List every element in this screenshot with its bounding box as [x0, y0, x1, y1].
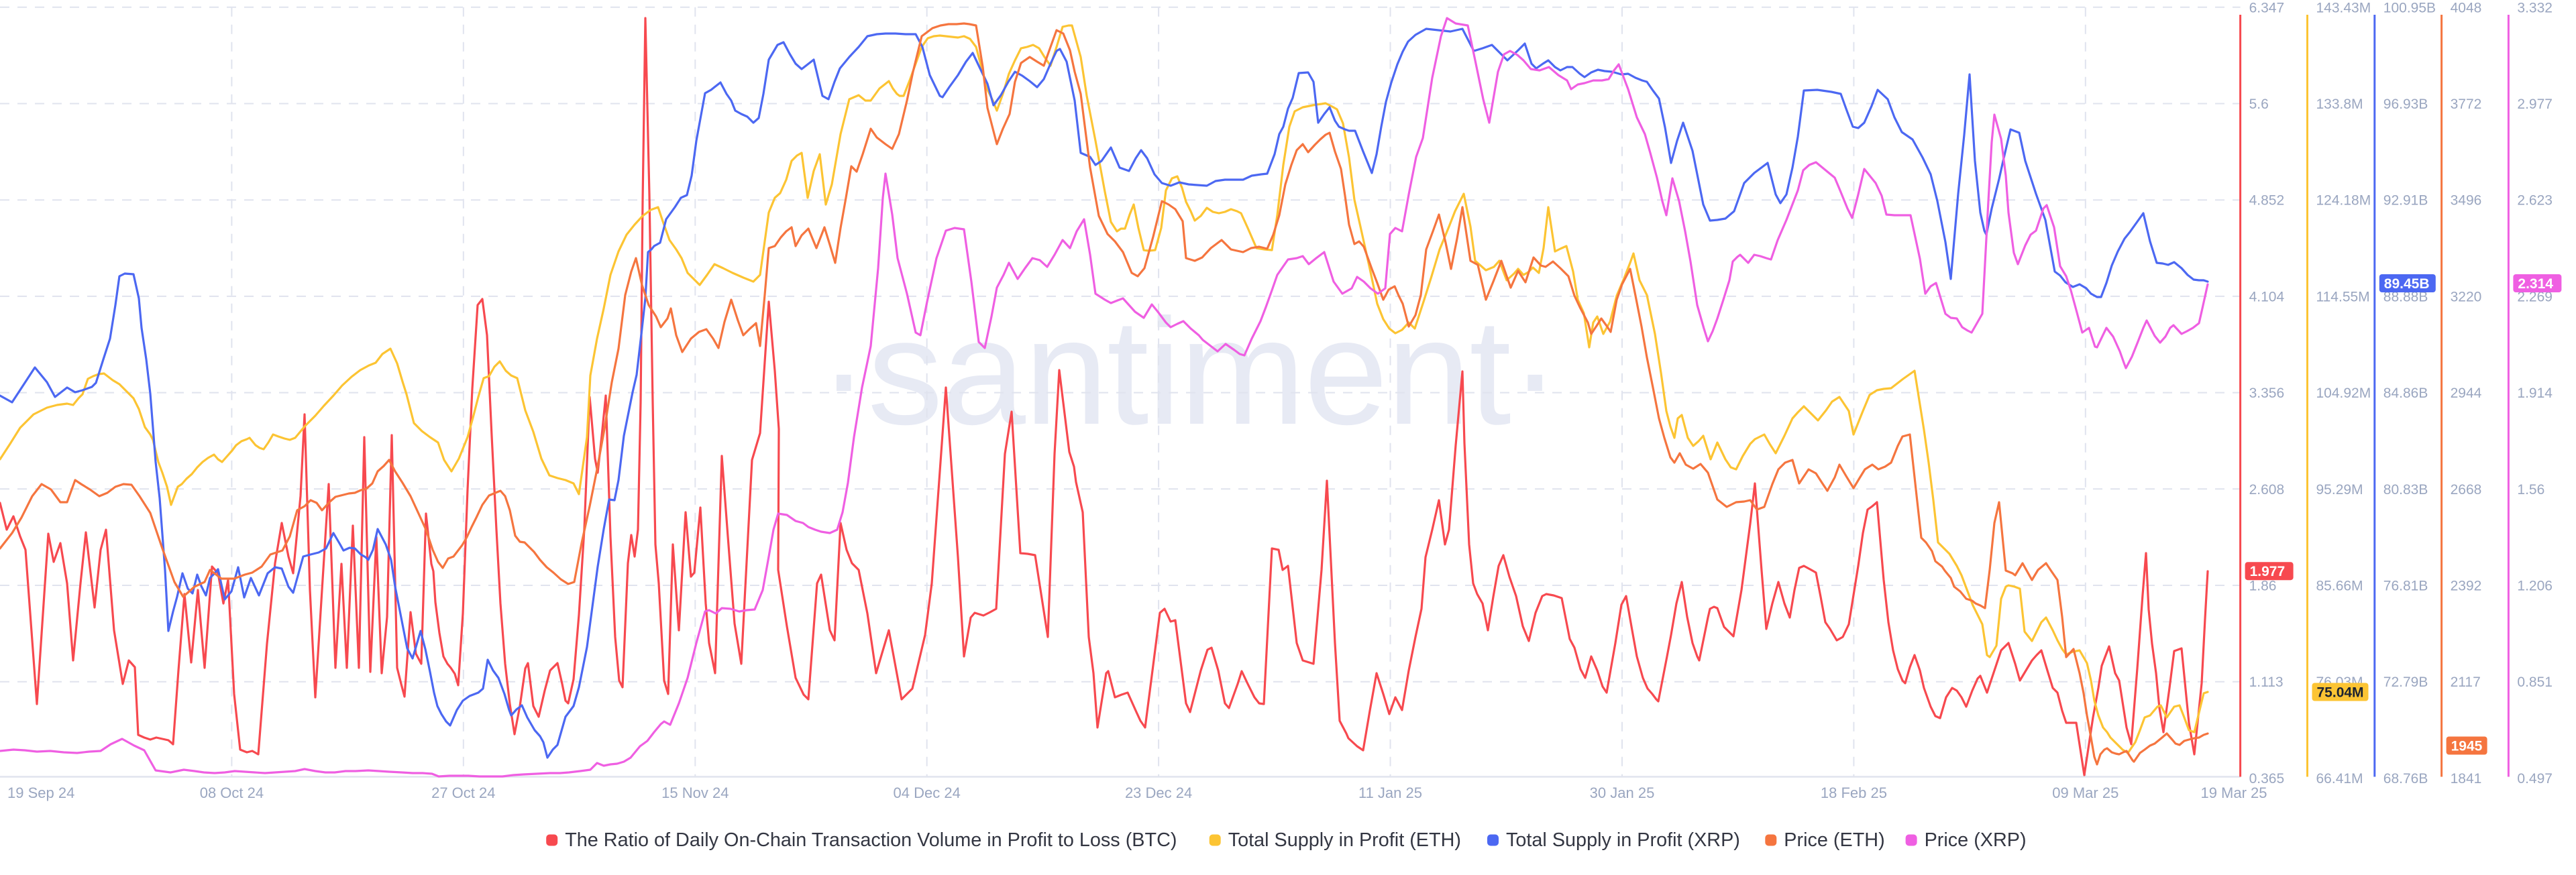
svg-text:68.76B: 68.76B: [2383, 771, 2428, 786]
svg-text:19 Mar 25: 19 Mar 25: [2200, 784, 2267, 801]
svg-text:19 Sep 24: 19 Sep 24: [7, 784, 74, 801]
svg-text:89.45B: 89.45B: [2384, 276, 2430, 292]
svg-text:84.86B: 84.86B: [2383, 386, 2428, 401]
svg-text:66.41M: 66.41M: [2316, 771, 2363, 786]
svg-text:88.88B: 88.88B: [2383, 289, 2428, 304]
svg-text:27 Oct 24: 27 Oct 24: [431, 784, 495, 801]
svg-text:Price (XRP): Price (XRP): [1925, 829, 2027, 851]
svg-text:09 Mar 25: 09 Mar 25: [2052, 784, 2118, 801]
svg-text:30 Jan 25: 30 Jan 25: [1590, 784, 1655, 801]
svg-text:1.56: 1.56: [2517, 482, 2544, 498]
svg-text:92.91B: 92.91B: [2383, 193, 2428, 209]
svg-text:2.314: 2.314: [2518, 276, 2553, 292]
svg-text:23 Dec 24: 23 Dec 24: [1125, 784, 1192, 801]
svg-text:76.81B: 76.81B: [2383, 579, 2428, 594]
svg-text:5.6: 5.6: [2249, 97, 2269, 112]
svg-text:6.347: 6.347: [2249, 0, 2285, 15]
svg-text:1.113: 1.113: [2249, 675, 2284, 690]
svg-text:2.608: 2.608: [2249, 482, 2285, 498]
svg-text:72.79B: 72.79B: [2383, 675, 2428, 690]
svg-text:4.104: 4.104: [2249, 289, 2285, 304]
svg-text:96.93B: 96.93B: [2383, 97, 2428, 112]
svg-text:100.95B: 100.95B: [2383, 0, 2436, 15]
svg-text:3.332: 3.332: [2517, 0, 2553, 15]
svg-text:08 Oct 24: 08 Oct 24: [200, 784, 264, 801]
svg-text:1.86: 1.86: [2249, 579, 2277, 594]
svg-text:1.206: 1.206: [2517, 579, 2553, 594]
svg-text:1841: 1841: [2451, 771, 2482, 786]
svg-text:2.977: 2.977: [2517, 97, 2553, 112]
svg-text:Price (ETH): Price (ETH): [1784, 829, 1884, 851]
svg-text:4.852: 4.852: [2249, 193, 2285, 209]
svg-text:3496: 3496: [2451, 193, 2482, 209]
svg-text:1.977: 1.977: [2250, 564, 2286, 579]
svg-text:04 Dec 24: 04 Dec 24: [894, 784, 961, 801]
svg-text:0.497: 0.497: [2517, 771, 2553, 786]
svg-text:The Ratio of Daily On-Chain Tr: The Ratio of Daily On-Chain Transaction …: [565, 829, 1177, 851]
svg-text:·santiment·: ·santiment·: [818, 287, 1558, 456]
svg-text:0.365: 0.365: [2249, 771, 2285, 786]
svg-text:2668: 2668: [2451, 482, 2482, 498]
svg-text:114.55M: 114.55M: [2316, 289, 2370, 304]
svg-text:4048: 4048: [2451, 0, 2482, 15]
svg-text:18 Feb 25: 18 Feb 25: [1821, 784, 1887, 801]
svg-text:2.269: 2.269: [2517, 289, 2553, 304]
svg-text:133.8M: 133.8M: [2316, 97, 2363, 112]
svg-text:104.92M: 104.92M: [2316, 386, 2371, 401]
svg-text:2944: 2944: [2451, 386, 2482, 401]
svg-text:143.43M: 143.43M: [2316, 0, 2371, 15]
svg-text:2117: 2117: [2451, 675, 2481, 690]
svg-text:15 Nov 24: 15 Nov 24: [661, 784, 729, 801]
svg-text:0.851: 0.851: [2517, 675, 2553, 690]
svg-text:80.83B: 80.83B: [2383, 482, 2428, 498]
svg-text:124.18M: 124.18M: [2316, 193, 2371, 209]
svg-text:2.623: 2.623: [2517, 193, 2553, 209]
svg-text:1.914: 1.914: [2517, 386, 2553, 401]
svg-text:85.66M: 85.66M: [2316, 579, 2363, 594]
svg-text:95.29M: 95.29M: [2316, 482, 2363, 498]
svg-text:3220: 3220: [2451, 289, 2482, 304]
svg-text:1945: 1945: [2451, 739, 2483, 754]
svg-text:3.356: 3.356: [2249, 386, 2285, 401]
svg-text:Total Supply in Profit (XRP): Total Supply in Profit (XRP): [1506, 829, 1740, 851]
svg-text:75.04M: 75.04M: [2317, 685, 2364, 701]
svg-text:3772: 3772: [2451, 97, 2482, 112]
svg-text:11 Jan 25: 11 Jan 25: [1358, 784, 1422, 801]
svg-text:Total Supply in Profit (ETH): Total Supply in Profit (ETH): [1228, 829, 1461, 851]
svg-text:2392: 2392: [2451, 579, 2482, 594]
